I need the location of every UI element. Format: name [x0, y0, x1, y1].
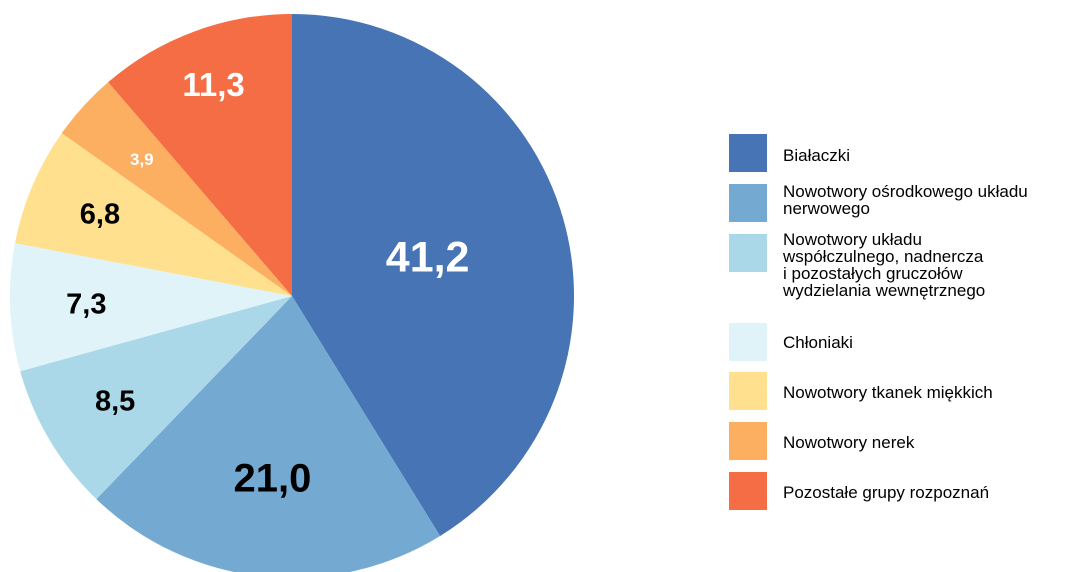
- legend-swatch: [729, 472, 767, 510]
- data-label-bialaczki: 41,2: [386, 234, 470, 282]
- legend-swatch: [729, 372, 767, 410]
- pie-slice-nowotwory-osrodkowego-ukladu: [96, 296, 441, 572]
- legend-swatch: [729, 234, 767, 272]
- legend-label: Pozostałe grupy rozpoznań: [783, 483, 990, 502]
- pie-slice-nowotwory-nerek: [61, 82, 293, 296]
- legend-swatch: [729, 323, 767, 361]
- legend-label: Chłoniaki: [783, 333, 853, 352]
- data-label-nowotwory-nerek: 3,9: [130, 150, 154, 169]
- legend-swatch: [729, 184, 767, 222]
- legend-swatch: [729, 422, 767, 460]
- pie-chart: 41,2 21,0 8,5 7,3 6,8 3,9 11,3: [9, 14, 574, 572]
- legend-label: Nowotwory układu współczulnego, nadnercz…: [783, 230, 986, 300]
- pie-slice-bialaczki: [292, 14, 574, 536]
- pie-slice-nowotwory-tkanek-miekkich: [14, 133, 292, 296]
- pie-data-labels: 41,2 21,0 8,5 7,3 6,8 3,9 11,3: [66, 66, 469, 500]
- pie-slices: [9, 14, 574, 572]
- data-label-chloniaki: 7,3: [66, 288, 106, 320]
- legend-label: Nowotwory ośrodkowego układu nerwowego: [783, 182, 1028, 218]
- pie-slice-pozostale-grupy-rozpoznan: [108, 14, 292, 296]
- data-label-nowotwory-tkanek-miekkich: 6,8: [80, 198, 120, 230]
- pie-slice-nowotwory-ukladu-wspolczulnego: [20, 296, 293, 500]
- legend-label: Białaczki: [783, 146, 851, 165]
- legend-label: Nowotwory nerek: [783, 433, 915, 452]
- legend-label: Nowotwory tkanek miękkich: [783, 383, 993, 402]
- pie-slice-chloniaki: [9, 243, 292, 372]
- data-label-nowotwory-osrodkowego-ukladu: 21,0: [234, 456, 312, 500]
- legend-swatch: [729, 134, 767, 172]
- data-label-nowotwory-ukladu-wspolczulnego: 8,5: [95, 385, 135, 417]
- data-label-pozostale-grupy-rozpoznan: 11,3: [182, 66, 244, 103]
